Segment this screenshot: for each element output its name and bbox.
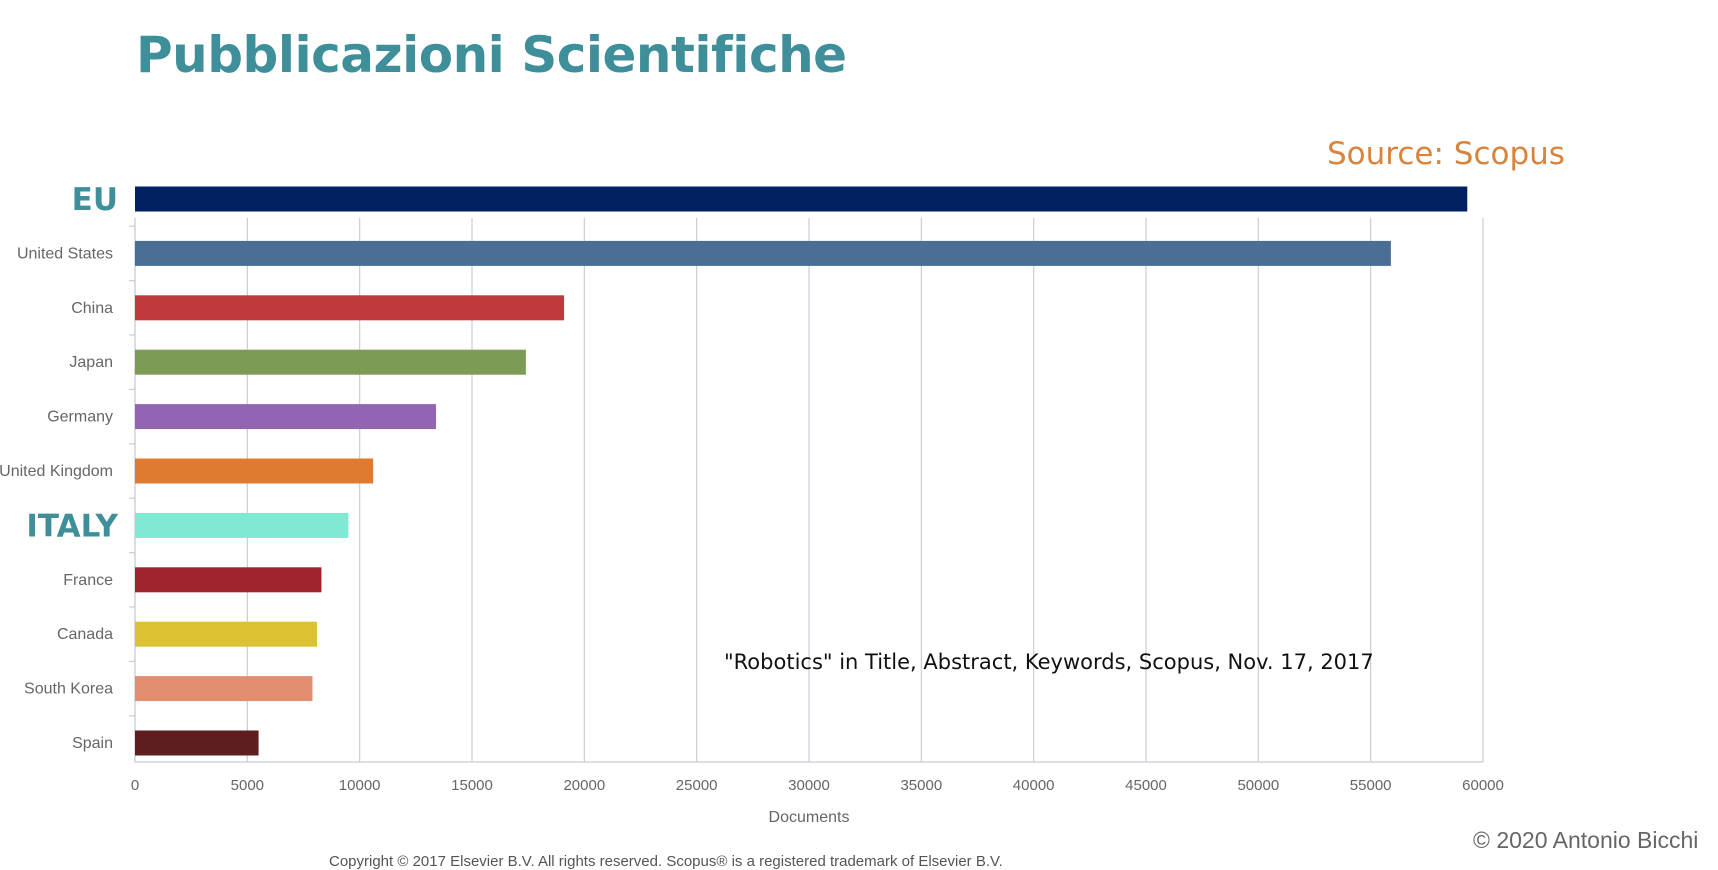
x-tick-label: 20000 xyxy=(563,777,605,794)
bar-canada xyxy=(135,621,317,647)
bar-germany xyxy=(135,404,437,430)
x-tick-label: 25000 xyxy=(676,777,718,794)
category-label: Canada xyxy=(57,626,113,643)
bar-south-korea xyxy=(135,676,313,702)
category-label: United Kingdom xyxy=(0,463,113,480)
bar-italy xyxy=(135,512,349,538)
bar-france xyxy=(135,567,322,593)
category-label: Japan xyxy=(69,354,113,371)
bar-united-kingdom xyxy=(135,458,374,484)
bar-united-states xyxy=(135,240,1391,266)
page-title: Pubblicazioni Scientifiche xyxy=(136,26,847,84)
category-label: Germany xyxy=(47,409,113,426)
highlight-category-label: ITALY xyxy=(26,508,118,544)
x-tick-label: 5000 xyxy=(231,777,264,794)
bar-layer xyxy=(135,186,1468,756)
author-copyright: © 2020 Antonio Bicchi xyxy=(1473,827,1699,853)
category-label: United States xyxy=(17,245,113,262)
x-tick-label: 40000 xyxy=(1013,777,1055,794)
x-axis-title: Documents xyxy=(769,809,850,826)
bar-japan xyxy=(135,349,526,375)
source-label: Source: Scopus xyxy=(1327,136,1565,172)
x-tick-label: 50000 xyxy=(1237,777,1279,794)
category-label: South Korea xyxy=(24,681,113,698)
x-tick-label: 60000 xyxy=(1462,777,1504,794)
elsevier-copyright: Copyright © 2017 Elsevier B.V. All right… xyxy=(329,853,1003,870)
label-layer: 0 5000 10000 15000 20000 25000 30000 35000 40000… xyxy=(0,182,1504,826)
bar-spain xyxy=(135,730,259,756)
x-tick-label: 0 xyxy=(131,777,139,794)
x-tick-label: 30000 xyxy=(788,777,830,794)
highlight-category-label: EU xyxy=(72,182,118,218)
x-tick-label: 45000 xyxy=(1125,777,1167,794)
grid-layer xyxy=(129,218,1484,763)
x-tick-label: 35000 xyxy=(900,777,942,794)
bar-china xyxy=(135,295,565,321)
x-tick-label: 55000 xyxy=(1350,777,1392,794)
bar-eu xyxy=(135,186,1468,212)
category-label: Spain xyxy=(72,735,113,752)
category-label: France xyxy=(63,572,113,589)
chart-note: "Robotics" in Title, Abstract, Keywords,… xyxy=(724,650,1374,674)
x-tick-label: 15000 xyxy=(451,777,493,794)
category-label: China xyxy=(71,300,113,317)
x-tick-label: 10000 xyxy=(339,777,381,794)
